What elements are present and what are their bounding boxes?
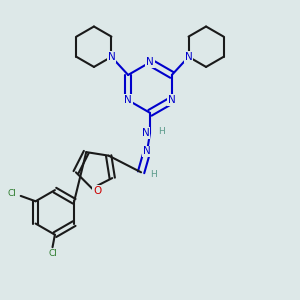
Text: Cl: Cl: [8, 189, 17, 198]
Text: N: N: [143, 146, 151, 157]
Text: H: H: [158, 127, 165, 136]
Text: N: N: [124, 95, 132, 105]
Text: O: O: [93, 186, 101, 196]
Text: Cl: Cl: [48, 249, 57, 258]
Text: N: N: [168, 95, 176, 105]
Text: N: N: [185, 52, 192, 62]
Text: H: H: [150, 170, 157, 179]
Text: N: N: [146, 57, 154, 67]
Text: N: N: [142, 128, 149, 138]
Text: N: N: [108, 52, 115, 62]
